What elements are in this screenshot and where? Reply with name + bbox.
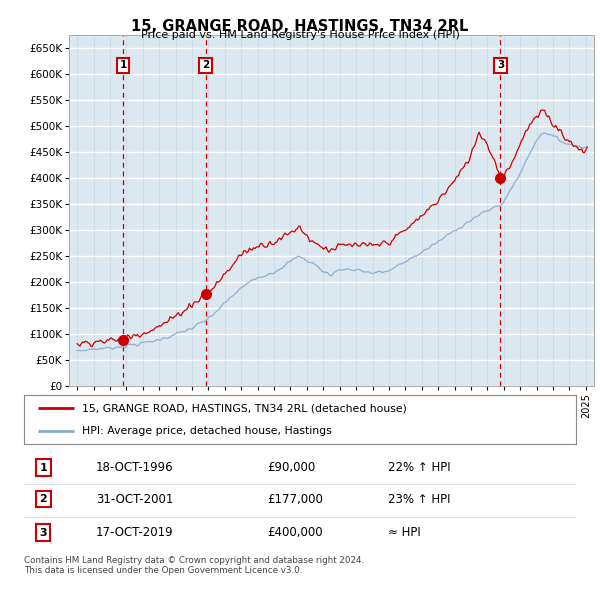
Text: 3: 3 [497, 60, 504, 70]
Text: 31-OCT-2001: 31-OCT-2001 [96, 493, 173, 506]
Text: Contains HM Land Registry data © Crown copyright and database right 2024.: Contains HM Land Registry data © Crown c… [24, 556, 364, 565]
Text: 15, GRANGE ROAD, HASTINGS, TN34 2RL: 15, GRANGE ROAD, HASTINGS, TN34 2RL [131, 19, 469, 34]
Text: £90,000: £90,000 [267, 461, 315, 474]
Text: 15, GRANGE ROAD, HASTINGS, TN34 2RL (detached house): 15, GRANGE ROAD, HASTINGS, TN34 2RL (det… [82, 404, 407, 414]
Text: 18-OCT-1996: 18-OCT-1996 [96, 461, 173, 474]
Text: £400,000: £400,000 [267, 526, 323, 539]
Text: This data is licensed under the Open Government Licence v3.0.: This data is licensed under the Open Gov… [24, 566, 302, 575]
Text: 3: 3 [40, 527, 47, 537]
Text: 2: 2 [40, 494, 47, 504]
Text: 2: 2 [202, 60, 209, 70]
Text: 1: 1 [119, 60, 127, 70]
Text: 22% ↑ HPI: 22% ↑ HPI [388, 461, 451, 474]
Text: 17-OCT-2019: 17-OCT-2019 [96, 526, 173, 539]
Text: ≈ HPI: ≈ HPI [388, 526, 421, 539]
Text: 1: 1 [40, 463, 47, 473]
Text: 23% ↑ HPI: 23% ↑ HPI [388, 493, 451, 506]
Text: Price paid vs. HM Land Registry's House Price Index (HPI): Price paid vs. HM Land Registry's House … [140, 30, 460, 40]
Text: £177,000: £177,000 [267, 493, 323, 506]
Text: HPI: Average price, detached house, Hastings: HPI: Average price, detached house, Hast… [82, 425, 332, 435]
